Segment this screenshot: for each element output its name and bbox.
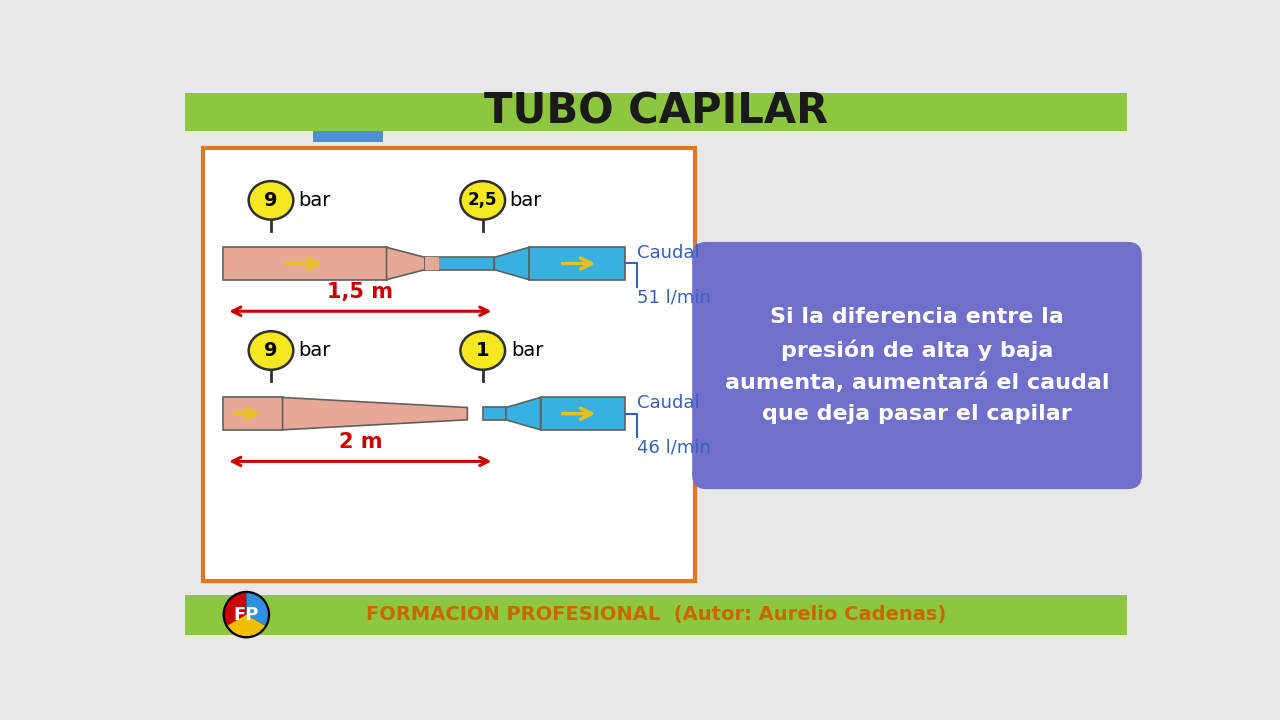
Ellipse shape xyxy=(461,331,506,370)
Wedge shape xyxy=(246,593,268,626)
FancyBboxPatch shape xyxy=(483,408,506,420)
Text: bar: bar xyxy=(298,341,330,360)
Text: 51 l/min: 51 l/min xyxy=(636,289,710,307)
Text: 1: 1 xyxy=(476,341,489,360)
Text: Si la diferencia entre la
presión de alta y baja
aumenta, aumentará el caudal
qu: Si la diferencia entre la presión de alt… xyxy=(724,307,1110,424)
Text: FP: FP xyxy=(234,606,259,624)
Text: FORMACION PROFESIONAL  (Autor: Aurelio Cadenas): FORMACION PROFESIONAL (Autor: Aurelio Ca… xyxy=(366,605,946,624)
FancyBboxPatch shape xyxy=(184,595,1128,634)
Polygon shape xyxy=(494,248,529,279)
Wedge shape xyxy=(228,615,265,636)
FancyBboxPatch shape xyxy=(223,248,387,279)
Text: bar: bar xyxy=(509,191,541,210)
FancyBboxPatch shape xyxy=(540,397,625,430)
Text: Caudal: Caudal xyxy=(636,243,699,261)
Ellipse shape xyxy=(248,331,293,370)
Text: bar: bar xyxy=(511,341,544,360)
Text: 2,5: 2,5 xyxy=(468,192,498,210)
Wedge shape xyxy=(225,593,246,626)
FancyBboxPatch shape xyxy=(204,148,695,581)
Polygon shape xyxy=(283,397,467,430)
FancyBboxPatch shape xyxy=(314,131,383,142)
Text: 9: 9 xyxy=(264,341,278,360)
FancyBboxPatch shape xyxy=(425,257,494,270)
FancyBboxPatch shape xyxy=(425,257,439,270)
FancyBboxPatch shape xyxy=(529,248,625,279)
FancyBboxPatch shape xyxy=(692,242,1142,489)
Ellipse shape xyxy=(461,181,506,220)
FancyBboxPatch shape xyxy=(184,93,1128,131)
Polygon shape xyxy=(506,397,540,430)
Text: bar: bar xyxy=(298,191,330,210)
Text: 46 l/min: 46 l/min xyxy=(636,438,710,456)
Text: Caudal: Caudal xyxy=(636,394,699,412)
Text: 9: 9 xyxy=(264,191,278,210)
Text: 2 m: 2 m xyxy=(339,432,381,452)
FancyBboxPatch shape xyxy=(223,397,283,430)
Text: 1,5 m: 1,5 m xyxy=(328,282,393,302)
Polygon shape xyxy=(387,248,425,279)
Circle shape xyxy=(223,592,270,638)
Text: TUBO CAPILAR: TUBO CAPILAR xyxy=(484,91,828,132)
Ellipse shape xyxy=(248,181,293,220)
